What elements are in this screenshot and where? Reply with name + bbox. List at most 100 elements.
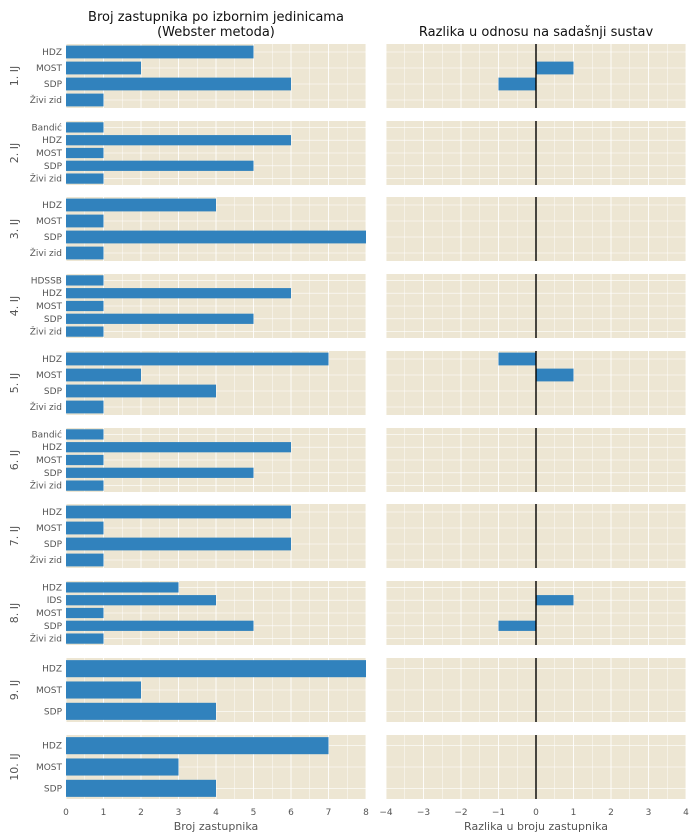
left-x-tick-label: 7 <box>326 808 332 818</box>
seats-bar-1-2 <box>66 61 141 75</box>
seats-bar-10-3 <box>66 779 216 797</box>
right-x-tick-label: 4 <box>683 808 689 818</box>
seats-bar-7-3 <box>66 537 291 551</box>
category-label: HDZ <box>42 289 62 299</box>
left-x-tick-label: 8 <box>363 808 369 818</box>
seats-bar-4-2 <box>66 288 291 299</box>
right-x-tick-label: 3 <box>646 808 652 818</box>
seats-bar-1-3 <box>66 77 291 91</box>
category-label: SDP <box>44 707 63 717</box>
category-label: SDP <box>44 540 63 550</box>
seats-bar-6-5 <box>66 480 104 491</box>
category-label: SDP <box>44 784 63 794</box>
category-label: HDZ <box>42 508 62 518</box>
right-x-tick-label: −2 <box>454 808 467 818</box>
category-label: IDS <box>47 596 63 606</box>
category-label: HDZ <box>42 48 62 58</box>
category-label: HDZ <box>42 583 62 593</box>
category-label: MOST <box>36 64 63 74</box>
row-label-10: 10. IJ <box>8 753 21 780</box>
right-x-axis-label: Razlika u broju zastupnika <box>464 820 608 833</box>
category-label: MOST <box>36 609 63 619</box>
seats-bar-7-2 <box>66 521 104 535</box>
left-x-tick-label: 4 <box>213 808 219 818</box>
seats-bar-8-3 <box>66 607 104 619</box>
seats-bar-5-3 <box>66 384 216 398</box>
seats-bar-6-4 <box>66 467 254 478</box>
row-label-3: 3. IJ <box>8 219 21 239</box>
category-label: HDZ <box>42 201 62 211</box>
category-label: SDP <box>44 387 63 397</box>
seats-bar-1-4 <box>66 93 104 107</box>
category-label: Živi zid <box>30 326 62 338</box>
seats-bar-9-3 <box>66 702 216 720</box>
seats-bar-10-2 <box>66 758 179 776</box>
right-x-tick-label: 0 <box>533 808 539 818</box>
category-label: MOST <box>36 763 63 773</box>
seats-bar-4-5 <box>66 326 104 337</box>
category-label: MOST <box>36 217 63 227</box>
left-x-tick-label: 1 <box>101 808 107 818</box>
seats-bar-3-2 <box>66 214 104 228</box>
category-label: MOST <box>36 371 63 381</box>
category-label: HDZ <box>42 136 62 146</box>
left-x-tick-label: 2 <box>138 808 144 818</box>
seats-bar-3-1 <box>66 198 216 212</box>
seats-bar-4-4 <box>66 313 254 324</box>
seats-bar-2-1 <box>66 122 104 133</box>
seats-bar-8-5 <box>66 633 104 644</box>
seats-bar-5-2 <box>66 368 141 382</box>
seats-bar-4-1 <box>66 275 104 286</box>
seats-bar-8-1 <box>66 582 179 593</box>
category-label: MOST <box>36 456 63 466</box>
category-label: HDZ <box>42 742 62 752</box>
seats-bar-8-2 <box>66 595 216 606</box>
right-title: Razlika u odnosu na sadašnji sustav <box>419 25 654 40</box>
seats-bar-7-4 <box>66 553 104 567</box>
category-label: SDP <box>44 622 63 632</box>
category-label: SDP <box>44 162 63 172</box>
diff-bar-8-2 <box>536 595 574 606</box>
seats-bar-2-4 <box>66 160 254 171</box>
seats-bar-2-3 <box>66 147 104 159</box>
left-x-tick-label: 0 <box>63 808 69 818</box>
category-label: MOST <box>36 524 63 534</box>
seats-bar-9-2 <box>66 681 141 699</box>
category-label: Živi zid <box>30 633 62 645</box>
row-label-8: 8. IJ <box>8 603 21 623</box>
seats-bar-2-5 <box>66 173 104 184</box>
row-label-7: 7. IJ <box>8 526 21 546</box>
row-label-4: 4. IJ <box>8 296 21 316</box>
seats-bar-6-2 <box>66 442 291 453</box>
diff-bar-1-2 <box>536 61 574 75</box>
row-label-1: 1. IJ <box>8 66 21 86</box>
seats-bar-10-1 <box>66 737 329 755</box>
category-label: MOST <box>36 686 63 696</box>
diff-bar-5-1 <box>498 352 536 366</box>
row-label-9: 9. IJ <box>8 680 21 700</box>
category-label: SDP <box>44 315 63 325</box>
seats-bar-7-1 <box>66 505 291 519</box>
seats-bar-9-1 <box>66 660 366 678</box>
category-label: Živi zid <box>30 247 62 259</box>
category-label: Bandić <box>31 122 62 133</box>
category-label: HDZ <box>42 355 62 365</box>
diff-bar-5-2 <box>536 368 574 382</box>
category-label: Živi zid <box>30 173 62 185</box>
left-x-tick-label: 5 <box>251 808 257 818</box>
seats-bar-1-1 <box>66 45 254 59</box>
left-x-tick-label: 3 <box>176 808 182 818</box>
seats-bar-3-4 <box>66 246 104 260</box>
right-x-tick-label: −1 <box>492 808 505 818</box>
seats-bar-2-2 <box>66 135 291 146</box>
left-x-axis-label: Broj zastupnika <box>174 820 259 833</box>
seats-bar-5-1 <box>66 352 329 366</box>
category-label: HDSSB <box>31 276 62 286</box>
diff-bar-8-4 <box>498 620 536 631</box>
category-label: Živi zid <box>30 94 62 106</box>
category-label: SDP <box>44 80 63 90</box>
category-label: Živi zid <box>30 401 62 413</box>
seats-bar-6-3 <box>66 454 104 466</box>
category-label: HDZ <box>42 665 62 675</box>
